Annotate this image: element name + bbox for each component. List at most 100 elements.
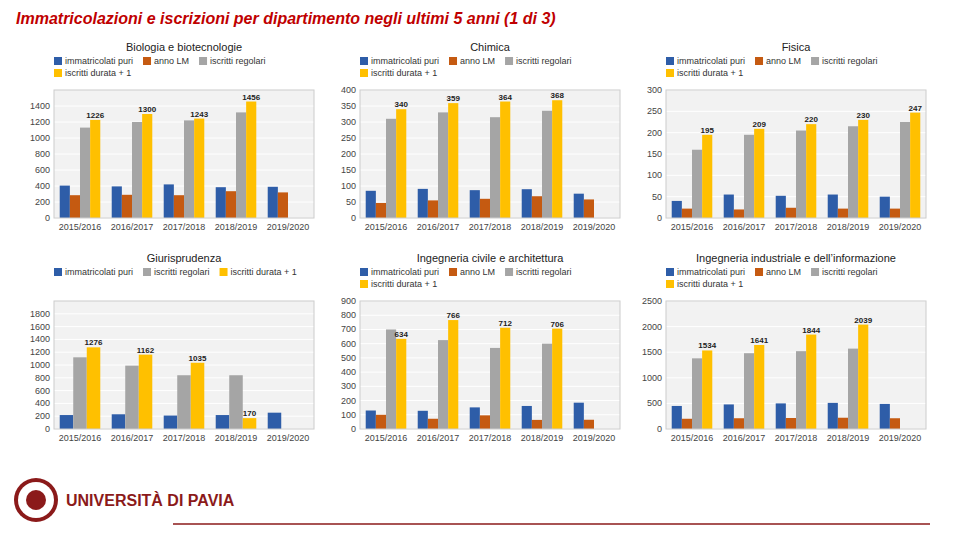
- legend-item: iscritti durata + 1: [360, 279, 437, 289]
- data-label: 1300: [138, 105, 156, 114]
- bar: [470, 407, 480, 429]
- y-tick-label: 0: [351, 213, 356, 223]
- x-tick-label: 2016/2017: [417, 433, 460, 443]
- bar: [418, 411, 428, 429]
- data-label: 1456: [242, 93, 260, 102]
- legend-swatch: [54, 268, 62, 276]
- legend-swatch: [360, 69, 368, 77]
- legend-label: anno LM: [460, 56, 495, 66]
- plot-background: [360, 90, 620, 218]
- bar: [366, 191, 376, 218]
- data-label: 170: [243, 409, 257, 418]
- y-tick-label: 1600: [30, 322, 50, 332]
- bar: [796, 351, 806, 429]
- bar: [692, 358, 702, 429]
- legend-label: iscritti regolari: [822, 56, 878, 66]
- bar: [184, 120, 194, 218]
- legend-item: iscritti regolari: [505, 56, 572, 66]
- y-tick-label: 0: [657, 424, 662, 434]
- y-tick-label: 250: [647, 106, 662, 116]
- legend-swatch: [505, 268, 513, 276]
- bar: [574, 194, 584, 218]
- y-tick-label: 400: [35, 398, 50, 408]
- legend-item: iscritti regolari: [143, 267, 210, 277]
- bar: [87, 347, 101, 429]
- legend-swatch: [220, 268, 228, 276]
- bar: [376, 203, 386, 218]
- legend-swatch: [666, 268, 674, 276]
- legend-swatch: [360, 57, 368, 65]
- y-tick-label: 500: [341, 353, 356, 363]
- legend-label: anno LM: [766, 267, 801, 277]
- bars: [672, 113, 921, 218]
- bar: [122, 195, 132, 218]
- x-tick-label: 2019/2020: [267, 433, 310, 443]
- bar: [542, 111, 552, 218]
- y-tick-label: 0: [351, 424, 356, 434]
- bar: [806, 124, 816, 218]
- bar: [480, 415, 490, 429]
- panel: Fisicaimmatricolati purianno LMiscritti …: [647, 41, 926, 232]
- y-tick-label: 300: [341, 381, 356, 391]
- legend-item: iscritti durata + 1: [360, 68, 437, 78]
- plot-frame: [666, 90, 926, 218]
- y-tick-label: 600: [341, 339, 356, 349]
- bar: [880, 404, 890, 429]
- x-tick-label: 2018/2019: [827, 433, 870, 443]
- x-tick-label: 2017/2018: [163, 222, 206, 232]
- legend-item: iscritti regolari: [811, 267, 878, 277]
- bar: [246, 102, 256, 218]
- bar: [776, 196, 786, 218]
- bars: [60, 347, 282, 429]
- logo-ring: [14, 478, 58, 522]
- bar: [480, 199, 490, 218]
- legend-label: immatricolati puri: [677, 56, 745, 66]
- data-label: 766: [447, 311, 461, 320]
- legend-swatch: [143, 57, 151, 65]
- data-label: 364: [499, 93, 513, 102]
- legend: immatricolati purianno LMiscritti regola…: [666, 56, 878, 78]
- legend-item: iscritti durata + 1: [666, 68, 743, 78]
- legend-item: immatricolati puri: [360, 267, 439, 277]
- x-tick-label: 2018/2019: [215, 222, 258, 232]
- x-tick-label: 2015/2016: [59, 222, 102, 232]
- grid-line: [666, 111, 926, 112]
- bar: [744, 135, 754, 218]
- y-tick-label: 200: [341, 149, 356, 159]
- bars: [672, 325, 900, 429]
- panel: Ingegneria industriale e dell’informazio…: [642, 252, 926, 443]
- legend-item: immatricolati puri: [666, 267, 745, 277]
- figure-title: Immatricolazioni e iscrizioni per dipart…: [16, 10, 556, 27]
- x-tick-label: 2018/2019: [215, 433, 258, 443]
- y-tick-label: 0: [45, 213, 50, 223]
- grid-line: [54, 326, 314, 327]
- legend-item: anno LM: [449, 56, 495, 66]
- data-label: 1226: [86, 111, 104, 120]
- plot-background: [666, 90, 926, 218]
- bar: [734, 418, 744, 429]
- legend-swatch: [360, 280, 368, 288]
- legend-label: immatricolati puri: [677, 267, 745, 277]
- bar: [890, 418, 900, 429]
- y-tick-label: 700: [341, 324, 356, 334]
- x-tick-label: 2017/2018: [163, 433, 206, 443]
- legend-label: iscritti durata + 1: [371, 68, 437, 78]
- bar: [268, 187, 278, 218]
- legend-swatch: [666, 69, 674, 77]
- bar: [848, 349, 858, 429]
- grid-line: [54, 313, 314, 314]
- logo-inner: [18, 482, 54, 518]
- y-tick-label: 350: [341, 101, 356, 111]
- legend-item: iscritti regolari: [199, 56, 266, 66]
- y-tick-label: 50: [652, 192, 662, 202]
- grid-line: [54, 106, 314, 107]
- bar: [90, 120, 100, 218]
- bar: [60, 186, 70, 218]
- plot-frame: [360, 301, 620, 429]
- y-tick-label: 0: [45, 424, 50, 434]
- bar: [724, 195, 734, 218]
- plot-background: [360, 301, 620, 429]
- data-label: 195: [701, 126, 715, 135]
- bar: [174, 195, 184, 218]
- y-tick-label: 250: [341, 133, 356, 143]
